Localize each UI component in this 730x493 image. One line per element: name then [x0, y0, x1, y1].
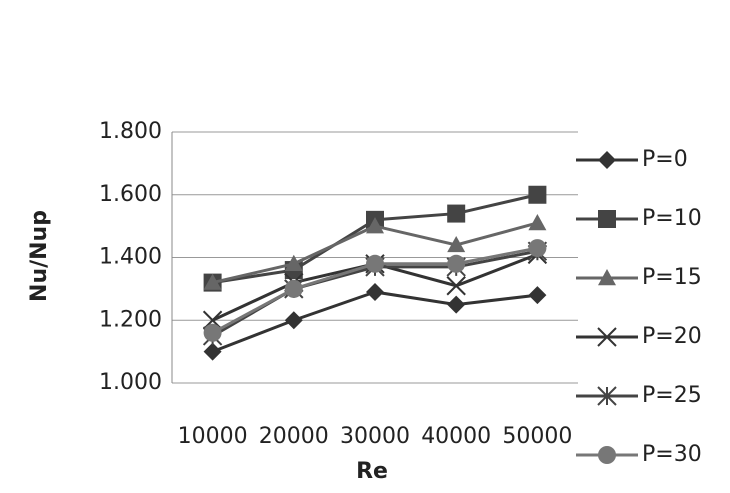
x-axis-label: Re	[356, 459, 388, 484]
legend-label: P=20	[642, 324, 702, 349]
legend-marker	[597, 386, 617, 406]
legend-marker	[597, 327, 617, 347]
point	[447, 295, 466, 314]
point	[528, 239, 547, 258]
point	[528, 213, 547, 231]
point	[528, 185, 547, 204]
point	[284, 254, 303, 271]
point	[366, 254, 384, 273]
y-tick-label: 1.200	[99, 307, 162, 332]
legend-marker	[598, 269, 616, 286]
legend-label: P=25	[642, 383, 702, 408]
point	[203, 323, 222, 342]
legend-label: P=10	[642, 206, 702, 231]
point	[203, 342, 222, 361]
x-tick-label: 10000	[178, 424, 248, 449]
x-tick-label: 40000	[421, 424, 491, 449]
point	[366, 217, 384, 234]
point	[528, 286, 547, 305]
legend-label: P=30	[642, 442, 702, 467]
y-tick-label: 1.600	[99, 182, 162, 207]
x-tick-label: 20000	[259, 424, 329, 449]
legend-marker	[598, 151, 616, 169]
x-tick-label: 50000	[502, 424, 572, 449]
point	[203, 273, 222, 290]
point	[284, 279, 303, 298]
legend-label: P=15	[642, 265, 702, 290]
legend-label: P=0	[642, 147, 688, 172]
x-tick-label: 30000	[340, 424, 410, 449]
legend-marker	[598, 210, 616, 228]
point	[284, 311, 303, 330]
point	[447, 204, 466, 223]
point	[447, 254, 466, 273]
point	[446, 276, 466, 296]
point	[447, 235, 466, 253]
y-tick-label: 1.400	[99, 245, 162, 270]
legend-marker	[598, 446, 616, 464]
y-tick-label: 1.800	[99, 119, 162, 144]
y-axis-label: Nu/Nup	[27, 210, 52, 302]
point	[366, 283, 384, 302]
y-tick-label: 1.000	[99, 370, 162, 395]
